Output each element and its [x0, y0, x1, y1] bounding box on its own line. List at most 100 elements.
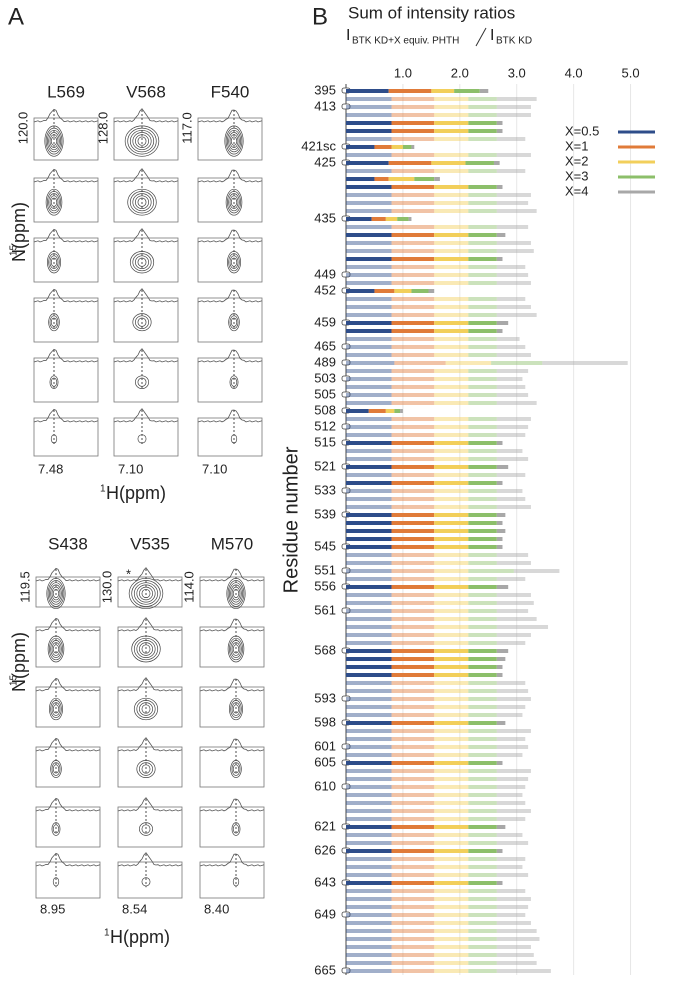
- bar-segment: [468, 345, 497, 349]
- residue-label: L569: [47, 82, 85, 101]
- fraction-slash: [475, 27, 487, 47]
- spectrum-box: [113, 357, 179, 403]
- bar-segment: [346, 377, 392, 381]
- bar-segment: [496, 793, 523, 797]
- bar-segment: [434, 377, 469, 381]
- y-tick-label: 593: [314, 690, 336, 705]
- bar-segment: [496, 297, 526, 301]
- bar-segment: [434, 577, 469, 581]
- bar-segment: [468, 97, 497, 101]
- bar-segment: [411, 145, 415, 149]
- contour: [49, 255, 59, 269]
- bar-segment: [346, 465, 392, 469]
- bar-segment: [434, 561, 469, 565]
- projection-trace: [199, 738, 265, 752]
- y-tick-label: 665: [314, 962, 336, 977]
- bar-segment: [468, 961, 497, 965]
- bar-segment: [496, 241, 531, 245]
- bar-segment: [496, 505, 531, 509]
- bar-segment: [434, 769, 469, 773]
- bar-segment: [374, 177, 389, 181]
- bar-segment: [346, 889, 392, 893]
- bar-segment: [346, 249, 392, 253]
- bar-segment: [391, 337, 435, 341]
- bar-segment: [496, 913, 526, 917]
- spectrum-box: [35, 746, 101, 788]
- bar-segment: [346, 505, 392, 509]
- panel-label: B: [312, 3, 328, 30]
- bar-segment: [391, 593, 435, 597]
- bar-segment: [468, 121, 497, 125]
- bar-segment: [468, 313, 497, 317]
- bar-segment: [468, 321, 497, 325]
- axis-break: [341, 607, 351, 614]
- bar-segment: [434, 833, 469, 837]
- bar-segment: [346, 753, 392, 757]
- axis-break: [341, 343, 351, 350]
- bar-segment: [496, 921, 531, 925]
- projection-trace: [35, 567, 101, 582]
- contour: [52, 644, 60, 654]
- contour: [133, 637, 159, 661]
- bar-segment: [391, 153, 435, 157]
- bar-segment: [346, 729, 392, 733]
- bar-segment: [434, 569, 469, 573]
- bar-segment: [391, 433, 435, 437]
- bar-segment: [468, 457, 497, 461]
- y-tick-label: 601: [314, 738, 336, 753]
- bar-segment: [434, 793, 469, 797]
- bar-segment: [391, 465, 435, 469]
- bar-segment: [468, 905, 497, 909]
- bar-segment: [434, 393, 469, 397]
- bar-segment: [346, 385, 392, 389]
- y-tick-label: 643: [314, 874, 336, 889]
- contour: [137, 377, 147, 387]
- contour: [231, 822, 241, 836]
- bar-segment: [496, 729, 531, 733]
- axis-break: [341, 695, 351, 702]
- bar-segment: [496, 545, 503, 549]
- projection-trace: [199, 853, 265, 867]
- bar-segment: [391, 145, 403, 149]
- bar-segment: [434, 233, 469, 237]
- axis-break: [341, 911, 351, 918]
- bar-segment: [468, 297, 497, 301]
- contour: [232, 704, 240, 714]
- contour: [51, 642, 61, 656]
- bar-segment: [468, 529, 497, 533]
- bar-segment: [468, 617, 497, 621]
- contour: [232, 588, 240, 599]
- y-tick-label: 561: [314, 602, 336, 617]
- bar-segment: [496, 105, 531, 109]
- contour: [47, 580, 65, 607]
- bar-segment: [496, 385, 526, 389]
- bar-segment: [496, 945, 531, 949]
- bar-segment: [434, 313, 469, 317]
- bar-segment: [468, 209, 497, 213]
- spectrum-box: [199, 746, 265, 788]
- projection-trace: [33, 168, 99, 183]
- bar-segment: [468, 153, 497, 157]
- bar-segment: [434, 345, 469, 349]
- bar-segment: [434, 737, 469, 741]
- bar-segment: [434, 697, 469, 701]
- bar-segment: [496, 817, 526, 821]
- bar-segment: [434, 201, 469, 205]
- formula-sub: BTK KD: [496, 36, 532, 47]
- n-ppm-label: 119.5: [17, 571, 32, 603]
- bar-segment: [346, 577, 392, 581]
- bar-segment: [496, 641, 526, 645]
- bar-segment: [496, 905, 529, 909]
- bar-segment: [346, 553, 392, 557]
- bar-segment: [346, 865, 392, 869]
- bar-segment: [542, 361, 628, 365]
- bar-segment: [391, 185, 435, 189]
- h-ppm-label: 7.48: [38, 461, 63, 476]
- bar-segment: [391, 377, 435, 381]
- bar-segment: [346, 697, 392, 701]
- bar-segment: [468, 169, 497, 173]
- bar-segment: [468, 769, 497, 773]
- bar-segment: [346, 681, 392, 685]
- bar-segment: [408, 217, 412, 221]
